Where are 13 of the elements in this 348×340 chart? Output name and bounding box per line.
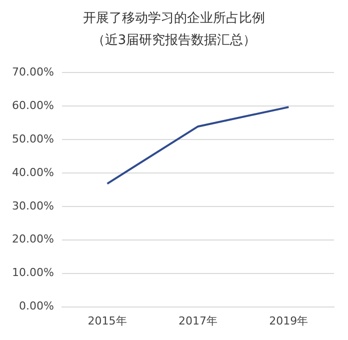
chart-title: 开展了移动学习的企业所占比例 bbox=[82, 10, 266, 28]
chart-subtitle: （近3届研究报告数据汇总） bbox=[90, 32, 258, 50]
y-tick-label: 30.00% bbox=[12, 199, 54, 212]
y-tick-label: 70.00% bbox=[12, 65, 54, 78]
y-tick-label: 40.00% bbox=[12, 166, 54, 179]
y-tick-label: 10.00% bbox=[12, 266, 54, 280]
x-tick-label: 2019年 bbox=[269, 314, 308, 328]
x-tick-label: 2015年 bbox=[88, 314, 127, 328]
x-tick-label: 2017年 bbox=[178, 314, 218, 328]
y-tick-label: 50.00% bbox=[12, 132, 54, 146]
y-tick-label: 60.00% bbox=[12, 98, 54, 112]
y-tick-label: 0.00% bbox=[18, 300, 54, 313]
y-tick-label: 20.00% bbox=[12, 232, 54, 246]
